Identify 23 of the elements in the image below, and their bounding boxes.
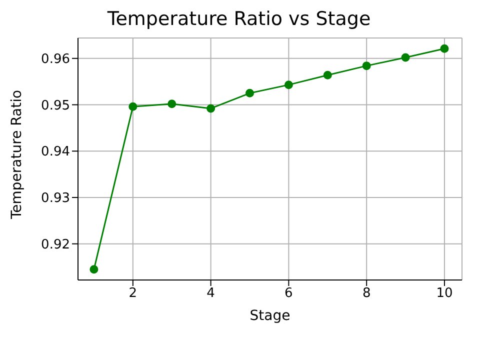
point xyxy=(284,80,293,90)
y-axis-title: Temperature Ratio xyxy=(8,90,25,220)
x-tick-label: 6 xyxy=(284,286,293,302)
y-tick-label: 0.95 xyxy=(41,98,70,114)
x-tick-label: 8 xyxy=(362,286,371,302)
y-tick-label: 0.96 xyxy=(41,52,70,68)
point xyxy=(246,88,254,98)
point xyxy=(168,100,176,108)
point xyxy=(206,104,216,113)
point xyxy=(362,62,371,70)
y-tick-label: 0.93 xyxy=(41,191,70,206)
point xyxy=(323,70,332,80)
x-tick-label: 4 xyxy=(206,286,215,302)
x-tick-label: 2 xyxy=(128,286,138,302)
point xyxy=(128,102,138,111)
x-axis-title: Stage xyxy=(250,308,290,324)
chart-title: Temperature Ratio vs Stage xyxy=(106,8,372,32)
point xyxy=(440,44,449,53)
point xyxy=(401,53,410,62)
y-tick-label: 0.92 xyxy=(41,237,70,252)
x-tick-label: 10 xyxy=(436,286,453,302)
point xyxy=(90,265,98,274)
y-tick-label: 0.94 xyxy=(41,144,70,160)
